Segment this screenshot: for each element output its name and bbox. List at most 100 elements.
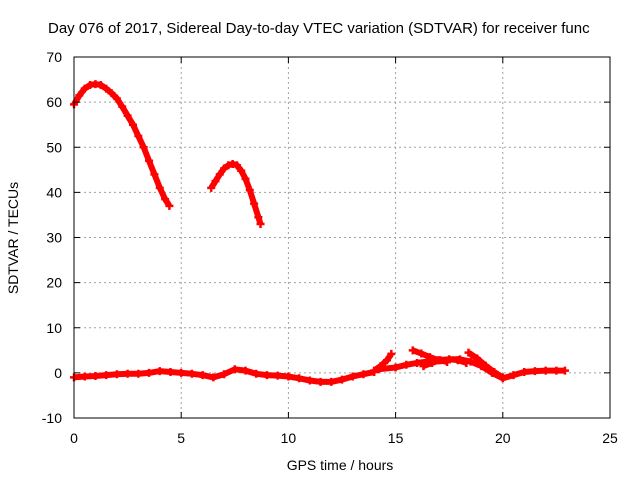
data-point bbox=[123, 369, 132, 378]
data-point bbox=[123, 111, 132, 120]
data-point bbox=[150, 170, 159, 179]
data-point bbox=[262, 371, 271, 380]
series-baseline-6 bbox=[464, 348, 507, 382]
data-point bbox=[134, 131, 143, 140]
y-tick-label: 30 bbox=[46, 230, 62, 246]
x-tick-label: 0 bbox=[70, 430, 78, 446]
data-point bbox=[220, 370, 229, 379]
data-point bbox=[473, 354, 482, 363]
data-point bbox=[102, 371, 111, 380]
data-series bbox=[70, 80, 569, 386]
data-point bbox=[230, 365, 239, 374]
data-point bbox=[530, 367, 539, 376]
y-tick-label: 10 bbox=[46, 320, 62, 336]
data-point bbox=[254, 213, 263, 222]
data-point bbox=[145, 368, 154, 377]
y-tick-labels: -10 0 10 20 30 40 50 60 70 bbox=[42, 49, 62, 426]
data-point bbox=[112, 94, 121, 103]
data-point bbox=[165, 201, 174, 210]
data-point bbox=[91, 372, 100, 381]
data-point bbox=[211, 177, 220, 186]
x-tick-labels: 0 5 10 15 20 25 bbox=[70, 430, 618, 446]
data-point bbox=[220, 164, 229, 173]
data-point bbox=[155, 183, 164, 192]
data-point bbox=[402, 360, 411, 369]
data-point bbox=[359, 370, 368, 379]
data-point bbox=[256, 219, 265, 228]
data-point bbox=[232, 161, 241, 170]
data-point bbox=[419, 362, 428, 371]
x-axis-label: GPS time / hours bbox=[287, 457, 394, 473]
data-point bbox=[374, 365, 383, 374]
data-point bbox=[295, 374, 304, 383]
data-point bbox=[316, 377, 325, 386]
data-point bbox=[391, 363, 400, 372]
data-point bbox=[209, 373, 218, 382]
data-point bbox=[413, 358, 422, 367]
data-point bbox=[237, 166, 246, 175]
series-arc-1 bbox=[70, 80, 174, 210]
data-point bbox=[370, 366, 379, 375]
data-point bbox=[75, 91, 84, 100]
series-baseline-1 bbox=[70, 365, 379, 386]
data-point bbox=[417, 349, 426, 358]
x-tick-label: 5 bbox=[177, 430, 185, 446]
data-point bbox=[327, 377, 336, 386]
data-point bbox=[145, 156, 154, 165]
data-point bbox=[118, 102, 127, 111]
data-point bbox=[207, 183, 216, 192]
data-point bbox=[552, 366, 561, 375]
chart-title: Day 076 of 2017, Sidereal Day-to-day VTE… bbox=[48, 20, 590, 37]
data-point bbox=[466, 357, 475, 366]
data-point bbox=[509, 371, 518, 380]
data-point bbox=[383, 356, 392, 365]
data-point bbox=[464, 348, 473, 357]
data-point bbox=[166, 367, 175, 376]
data-point bbox=[112, 370, 121, 379]
data-point bbox=[177, 368, 186, 377]
data-point bbox=[250, 199, 259, 208]
x-tick-label: 15 bbox=[388, 430, 404, 446]
data-point bbox=[408, 346, 417, 355]
axis-ticks bbox=[73, 56, 611, 419]
data-point bbox=[252, 369, 261, 378]
data-point bbox=[338, 375, 346, 384]
y-tick-label: 70 bbox=[46, 49, 62, 65]
series-baseline-5 bbox=[419, 355, 471, 371]
y-tick-label: 50 bbox=[46, 139, 62, 155]
data-point bbox=[445, 355, 454, 364]
data-point bbox=[284, 372, 293, 381]
data-point bbox=[80, 372, 89, 381]
data-point bbox=[481, 361, 490, 370]
data-point bbox=[541, 366, 550, 375]
y-tick-label: 40 bbox=[46, 184, 62, 200]
y-tick-label: 60 bbox=[46, 94, 62, 110]
series-baseline-3 bbox=[374, 355, 569, 383]
data-point bbox=[155, 367, 164, 376]
data-point bbox=[245, 186, 254, 195]
data-point bbox=[498, 373, 507, 382]
y-tick-label: 20 bbox=[46, 275, 62, 291]
data-point bbox=[96, 80, 105, 89]
y-axis-label: SDTVAR / TECUs bbox=[5, 182, 21, 294]
series-arc-2 bbox=[207, 159, 265, 228]
data-point bbox=[436, 356, 445, 365]
data-point bbox=[273, 371, 282, 380]
x-tick-label: 10 bbox=[281, 430, 297, 446]
data-point bbox=[348, 372, 357, 381]
data-point bbox=[128, 120, 137, 129]
data-point bbox=[241, 174, 250, 183]
data-point bbox=[228, 159, 237, 168]
grid-lines bbox=[74, 57, 610, 418]
data-point bbox=[425, 353, 434, 362]
data-point bbox=[453, 356, 462, 365]
x-tick-label: 25 bbox=[602, 430, 618, 446]
data-point bbox=[224, 161, 233, 170]
data-point bbox=[560, 366, 569, 375]
data-point bbox=[387, 349, 396, 358]
data-point bbox=[305, 376, 314, 385]
data-point bbox=[139, 143, 148, 152]
y-tick-label: 0 bbox=[54, 365, 62, 381]
data-point bbox=[241, 366, 250, 375]
